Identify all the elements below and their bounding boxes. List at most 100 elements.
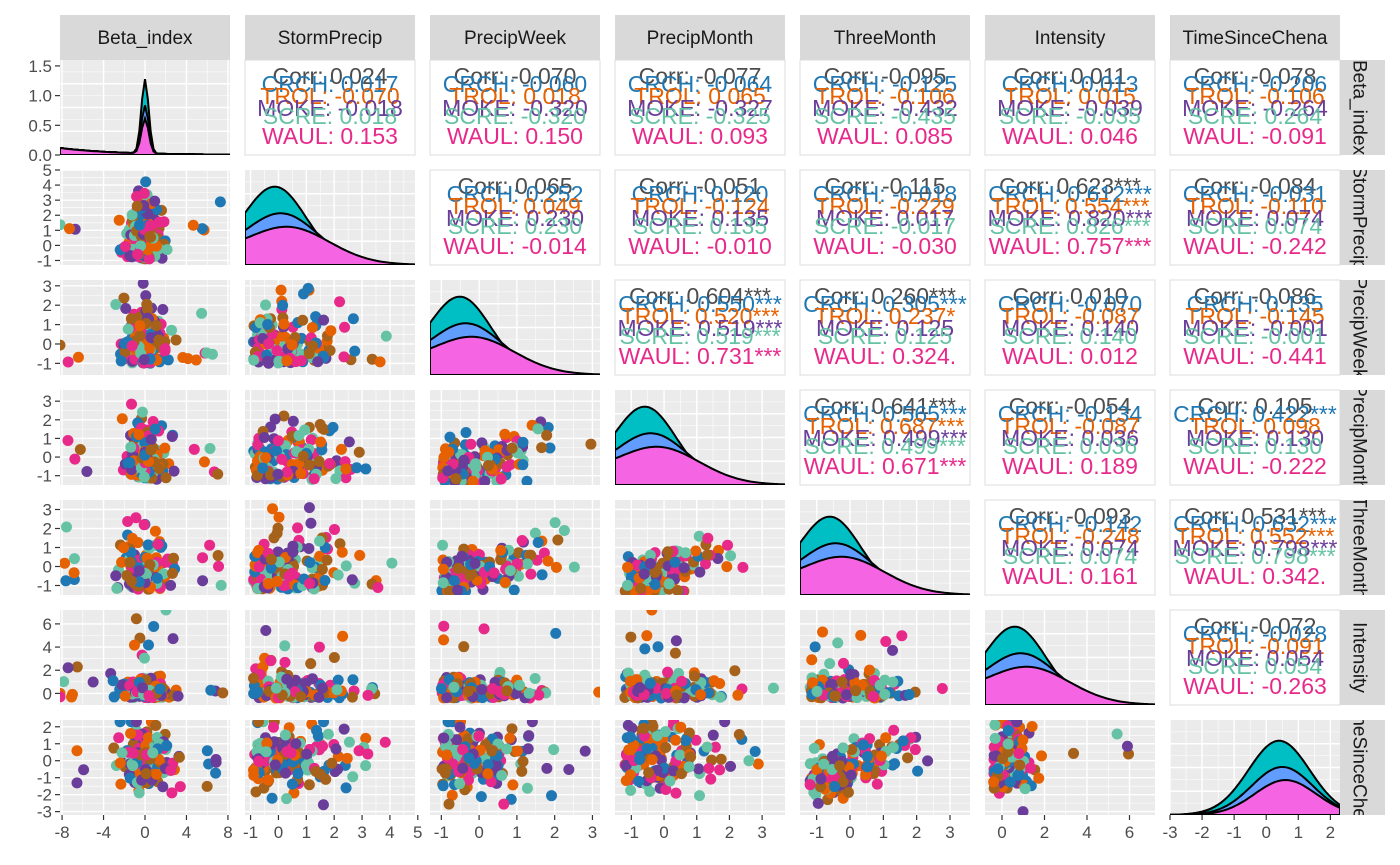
scatter-point (339, 321, 351, 333)
scatter-point (440, 763, 452, 775)
scatter-point (212, 468, 224, 480)
corr-group-line: CRCH: -0.060 (443, 71, 587, 97)
scatter-point (501, 685, 513, 697)
scatter-point (204, 539, 216, 551)
corr-group-line: TROL: 0.018 (449, 83, 581, 109)
scatter-point (265, 553, 277, 565)
corr-group-line: MOKE: 0.230 (446, 205, 584, 231)
scatter-point (529, 527, 541, 539)
scatter-point (261, 737, 273, 749)
scatter-point (173, 751, 185, 763)
scatter-point (275, 284, 287, 296)
scatter-point (315, 436, 327, 448)
density-panel-6 (1170, 739, 1340, 815)
density-panel-1 (245, 185, 415, 265)
scatter-point (638, 722, 650, 734)
scatter-point (1012, 769, 1024, 781)
scatter-point (308, 473, 320, 485)
scatter-point (260, 746, 272, 758)
scatter-point (260, 625, 272, 637)
scatter-point (495, 544, 507, 556)
corr-panel-2-3: Corr: 0.604***CRCH: 0.550***TROL: 0.520*… (618, 283, 783, 369)
scatter-point (248, 354, 260, 366)
scatter-point (992, 763, 1004, 775)
corr-group-line: MOKE: 0.017 (816, 205, 954, 231)
scatter-point (160, 472, 172, 484)
corr-overall: Corr: -0.086 (1194, 283, 1317, 309)
scatter-point (130, 512, 142, 524)
scatter-point (138, 519, 150, 531)
y-tick-label: 2 (43, 411, 52, 430)
panel-2-5 (984, 279, 1156, 376)
scatter-point (69, 453, 81, 465)
scatter-point (725, 550, 737, 562)
scatter-point (313, 641, 325, 653)
scatter-point (465, 438, 477, 450)
scatter-point (732, 689, 744, 701)
scatter-point (680, 547, 692, 559)
x-tick-label: -1 (624, 823, 639, 842)
scatter-point (829, 781, 841, 793)
scatter-point (526, 720, 538, 728)
scatter-point (285, 747, 297, 759)
corr-group-line: CRCH: -0.064 (628, 71, 773, 97)
scatter-point (271, 445, 283, 457)
corr-group-line: CRCH: -0.070 (998, 291, 1142, 317)
panel-5-6 (1169, 609, 1341, 706)
scatter-point (138, 471, 150, 483)
x-tick-label: -4 (96, 823, 111, 842)
scatter-point (174, 781, 186, 793)
scatter-point (508, 584, 520, 595)
corr-group-line: SCRE: -0.035 (999, 103, 1141, 129)
scatter-point (321, 554, 333, 566)
scatter-point (108, 742, 120, 754)
scatter-point (486, 745, 498, 757)
panel-2-6 (1169, 279, 1341, 376)
scatter-panel-2-1 (247, 282, 392, 369)
scatter-point (205, 684, 217, 696)
corr-group-line: WAUL: -0.441 (1183, 343, 1327, 369)
scatter-point (145, 231, 157, 243)
scatter-point (558, 524, 570, 536)
scatter-point (836, 676, 848, 688)
scatter-point (262, 578, 274, 590)
y-tick-label: 5 (43, 161, 52, 180)
scatter-point (161, 740, 173, 752)
scatter-point (867, 691, 879, 703)
scatter-point (328, 523, 340, 535)
scatter-point (542, 555, 554, 567)
scatter-point (278, 318, 290, 330)
scatter-point (142, 732, 154, 744)
scatter-point (438, 732, 450, 744)
scatter-point (470, 462, 482, 474)
scatter-point (258, 431, 270, 443)
scatter-point (119, 690, 131, 702)
scatter-point (857, 739, 869, 751)
corr-group-line: MOKE: 0.074 (1001, 535, 1139, 561)
y-tick-label: 1 (43, 735, 52, 754)
scatter-point (1033, 772, 1045, 784)
scatter-point (138, 354, 150, 366)
scatter-point (126, 532, 138, 544)
scatter-point (448, 575, 460, 587)
scatter-point (318, 314, 330, 326)
scatter-point (204, 442, 216, 454)
corr-group-line: WAUL: 0.324. (814, 343, 956, 369)
x-tick-label: 0 (474, 823, 483, 842)
corr-group-line: MOKE: 0.036 (1001, 425, 1139, 451)
scatter-point (149, 525, 161, 537)
scatter-point (834, 760, 846, 772)
corr-group-line: MOKE: -0.001 (1182, 315, 1328, 341)
scatter-point (676, 675, 688, 687)
x-tick-label: 2 (329, 823, 338, 842)
scatter-point (638, 568, 650, 580)
scatter-point (134, 219, 146, 231)
corr-overall: Corr: 0.010 (1012, 283, 1127, 309)
scatter-point (504, 565, 516, 577)
scatter-point (469, 557, 481, 569)
scatter-point (74, 443, 86, 455)
scatter-point (507, 779, 519, 791)
scatter-panel-1-0 (60, 176, 226, 265)
scatter-point (331, 684, 343, 696)
